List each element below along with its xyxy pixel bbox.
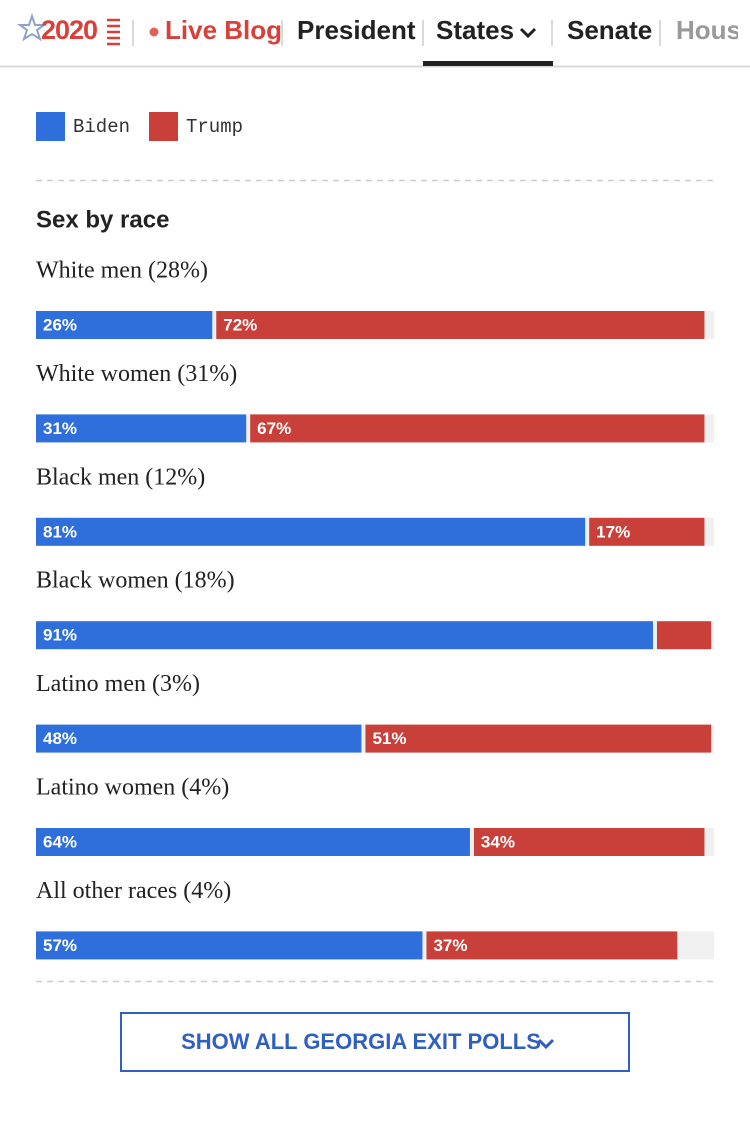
section-title: Sex by race bbox=[36, 206, 169, 233]
rows: White men (28%) 26% 72% White women (31%) 31… bbox=[36, 258, 714, 960]
row-label: Black women (18%) bbox=[36, 568, 235, 594]
bar-segment bbox=[473, 828, 705, 856]
legend-label: Biden bbox=[73, 116, 130, 138]
bar-label: 37% bbox=[433, 936, 467, 955]
row-label: Black men (12%) bbox=[36, 464, 205, 490]
row-label: Latino women (4%) bbox=[36, 775, 229, 801]
logo-stripes bbox=[107, 18, 120, 46]
bar-label: 26% bbox=[43, 315, 77, 334]
active-underline bbox=[423, 61, 553, 66]
bar-label: 31% bbox=[43, 419, 77, 438]
bar-label: 17% bbox=[596, 522, 630, 541]
bar-segment bbox=[36, 311, 213, 339]
button-chevron bbox=[537, 1038, 555, 1050]
button-frame[interactable] bbox=[120, 1012, 630, 1072]
nav-item[interactable]: States bbox=[436, 15, 514, 45]
nav-chevron bbox=[519, 27, 537, 39]
nav-item[interactable]: House bbox=[676, 15, 750, 45]
row-label: White men (28%) bbox=[36, 258, 208, 284]
bar-segment bbox=[426, 931, 678, 960]
bar-label: 57% bbox=[43, 936, 77, 955]
bar-label: 51% bbox=[372, 729, 406, 748]
button-label[interactable]: SHOW ALL GEORGIA EXIT POLLS bbox=[181, 1029, 541, 1054]
bar-label: 91% bbox=[43, 626, 77, 645]
bar-segment bbox=[36, 414, 247, 443]
logo-star bbox=[16, 12, 48, 42]
bar-segment bbox=[36, 828, 470, 856]
bar-segment bbox=[250, 414, 705, 443]
nav-item[interactable]: President bbox=[297, 15, 416, 45]
bar-label: 81% bbox=[43, 522, 77, 541]
bar-segment bbox=[36, 724, 362, 753]
bar-segment bbox=[365, 724, 712, 753]
bar-label: 34% bbox=[481, 832, 515, 851]
legend-label: Trump bbox=[186, 116, 243, 138]
legend-swatch bbox=[36, 112, 65, 141]
nav-item[interactable]: Senate bbox=[567, 15, 652, 45]
row-label: All other races (4%) bbox=[36, 878, 231, 904]
live-dot bbox=[149, 27, 159, 37]
bar-label: 67% bbox=[257, 419, 291, 438]
nav-items: Live Blog President States Senate House bbox=[132, 15, 750, 66]
bar-segment bbox=[656, 621, 712, 650]
nav-bar bbox=[0, 0, 750, 66]
bar-segment bbox=[216, 311, 705, 339]
bar-label: 64% bbox=[43, 832, 77, 851]
bar-segment bbox=[589, 517, 705, 546]
row-label: White women (31%) bbox=[36, 361, 237, 387]
row-label: Latino men (3%) bbox=[36, 671, 200, 697]
logo[interactable]: 2020 bbox=[41, 15, 98, 45]
nav-item[interactable]: Live Blog bbox=[165, 15, 282, 45]
show-all-button[interactable]: SHOW ALL GEORGIA EXIT POLLS bbox=[120, 1012, 630, 1072]
legend-swatch bbox=[149, 112, 178, 141]
legend: Biden Trump bbox=[36, 112, 243, 141]
bar-label: 72% bbox=[223, 315, 257, 334]
bar-segment bbox=[36, 931, 423, 960]
bar-label: 48% bbox=[43, 729, 77, 748]
bar-segment bbox=[36, 621, 653, 650]
bar-segment bbox=[36, 517, 586, 546]
